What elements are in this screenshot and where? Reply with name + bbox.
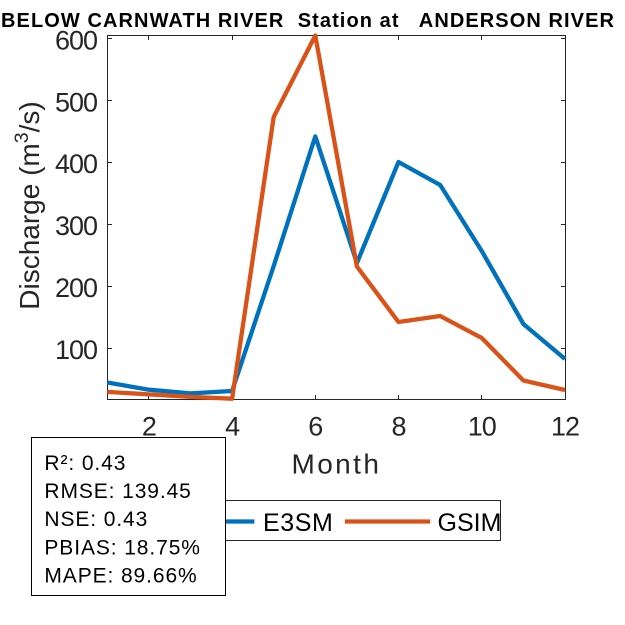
svg-text:R²: 0.43: R²: 0.43	[44, 452, 126, 475]
svg-text:NSE: 0.43: NSE: 0.43	[44, 508, 148, 531]
svg-text:2: 2	[142, 412, 156, 442]
svg-text:400: 400	[55, 149, 97, 179]
svg-text:MAPE: 89.66%: MAPE: 89.66%	[44, 565, 197, 588]
svg-text:600: 600	[55, 25, 97, 55]
svg-text:10: 10	[468, 412, 496, 442]
svg-text:6: 6	[308, 412, 322, 442]
svg-text:200: 200	[55, 273, 97, 303]
svg-text:300: 300	[55, 211, 97, 241]
svg-text:4: 4	[225, 412, 240, 442]
svg-text:12: 12	[551, 412, 579, 442]
svg-text:BELOW CARNWATH RIVER Station: BELOW CARNWATH RIVER Station at ANDERSON…	[1, 10, 615, 32]
svg-text:Month: Month	[291, 449, 381, 480]
svg-text:500: 500	[55, 87, 97, 117]
svg-text:8: 8	[391, 412, 405, 442]
svg-text:100: 100	[55, 335, 97, 365]
svg-text:E3SM: E3SM	[263, 509, 333, 537]
svg-text:Discharge (m3/s): Discharge (m3/s)	[11, 101, 45, 310]
svg-text:RMSE: 139.45: RMSE: 139.45	[44, 480, 191, 503]
svg-text:PBIAS: 18.75%: PBIAS: 18.75%	[44, 537, 200, 560]
svg-text:GSIM: GSIM	[438, 509, 502, 537]
